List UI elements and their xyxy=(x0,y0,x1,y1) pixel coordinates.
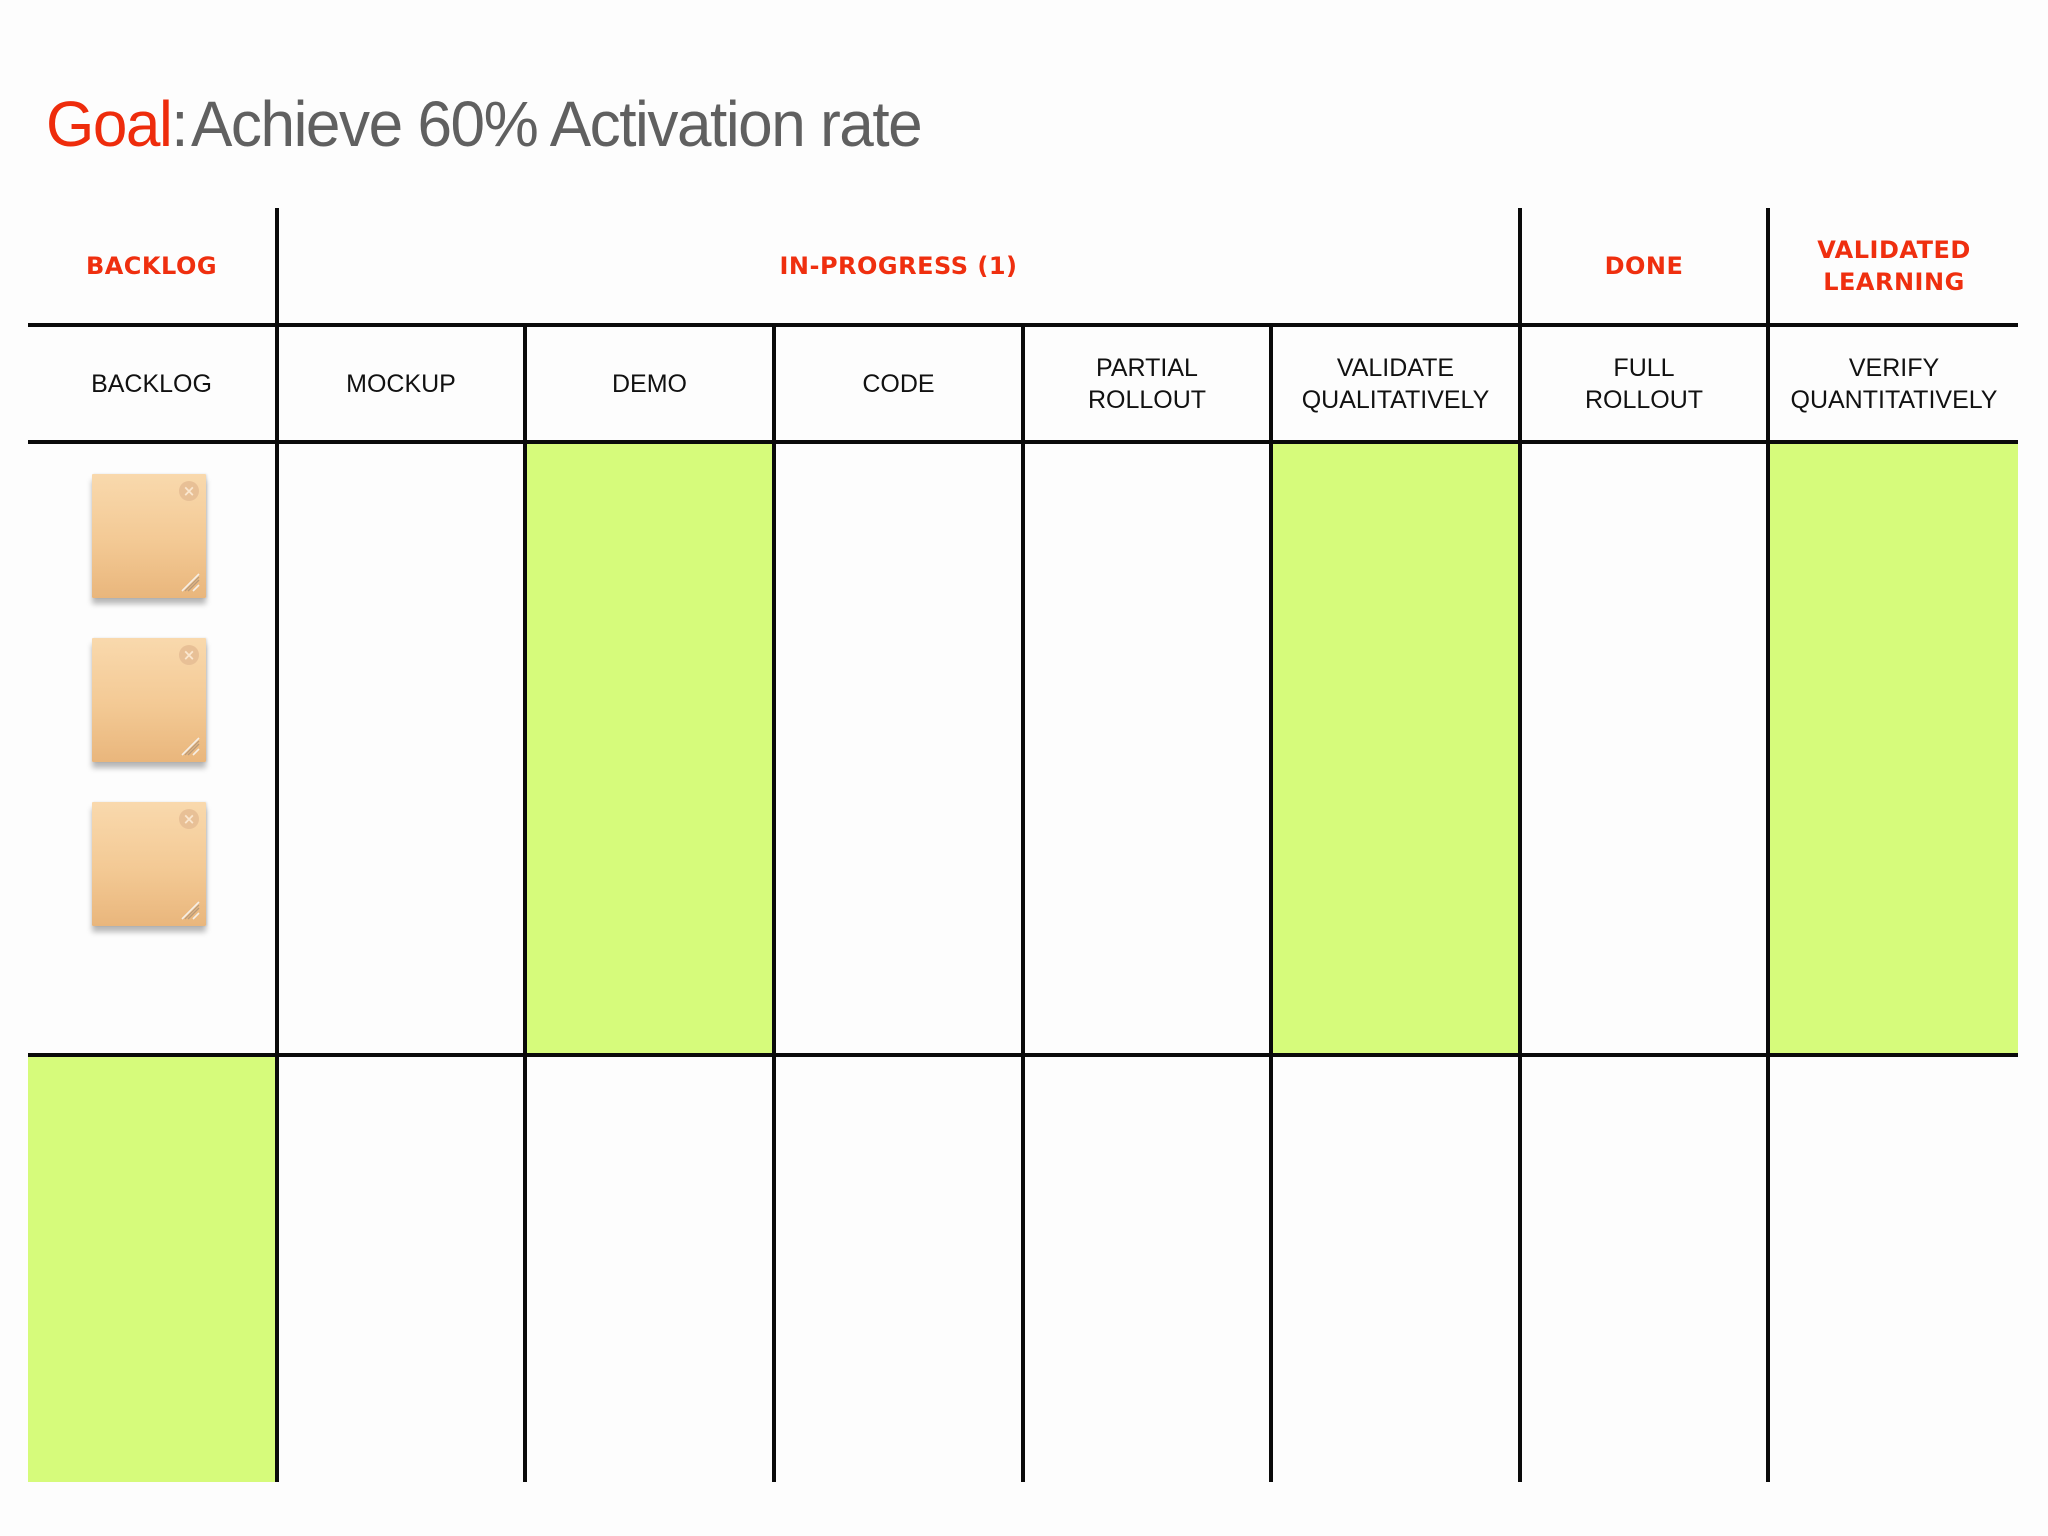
column-label: VERIFY QUANTITATIVELY xyxy=(1790,353,1998,414)
column-divider-2 xyxy=(523,323,527,1482)
column-label: BACKLOG xyxy=(91,369,212,398)
sticky-note-1[interactable]: × xyxy=(92,474,206,598)
group-label: VALIDATED LEARNING xyxy=(1817,235,1971,296)
column-header-partial-rollout: PARTIAL ROLLOUT xyxy=(1025,327,1269,440)
column-header-verify-quantitatively: VERIFY QUANTITATIVELY xyxy=(1770,327,2018,440)
resize-grip-icon[interactable] xyxy=(178,734,200,756)
column-divider-1 xyxy=(275,208,279,1482)
page-title: Goal:Achieve 60% Activation rate xyxy=(46,88,923,160)
goal-label: Goal xyxy=(46,88,173,160)
column-header-demo: DEMO xyxy=(527,327,772,440)
validate-qualitatively-column-highlight xyxy=(1273,443,1521,1054)
group-header-validated-learning: VALIDATED LEARNING xyxy=(1770,208,2018,323)
sticky-note-3[interactable]: × xyxy=(92,802,206,926)
close-icon[interactable]: × xyxy=(179,481,199,501)
group-header-done: DONE xyxy=(1522,208,1766,323)
group-header-backlog: BACKLOG xyxy=(28,208,275,323)
close-icon[interactable]: × xyxy=(179,809,199,829)
goal-text: Achieve 60% Activation rate xyxy=(190,88,923,160)
group-label: BACKLOG xyxy=(85,251,218,280)
resize-grip-icon[interactable] xyxy=(178,898,200,920)
column-header-backlog: BACKLOG xyxy=(28,327,275,440)
column-header-full-rollout: FULL ROLLOUT xyxy=(1522,327,1766,440)
backlog-lower-row-highlight xyxy=(28,1056,276,1482)
column-divider-6 xyxy=(1518,208,1522,1482)
column-label: DEMO xyxy=(612,369,687,398)
column-divider-5 xyxy=(1269,323,1273,1482)
close-icon[interactable]: × xyxy=(179,645,199,665)
group-label: DONE xyxy=(1604,251,1684,280)
demo-column-highlight xyxy=(527,443,775,1054)
group-label: IN-PROGRESS (1) xyxy=(779,251,1018,280)
group-header-in-progress: IN-PROGRESS (1) xyxy=(279,208,1518,323)
sticky-note-2[interactable]: × xyxy=(92,638,206,762)
column-divider-7 xyxy=(1766,208,1770,1482)
column-label: MOCKUP xyxy=(346,369,456,398)
resize-grip-icon[interactable] xyxy=(178,570,200,592)
column-header-mockup: MOCKUP xyxy=(279,327,523,440)
column-divider-3 xyxy=(772,323,776,1482)
column-label: CODE xyxy=(862,369,935,398)
column-label: PARTIAL ROLLOUT xyxy=(1087,353,1207,414)
title-separator: : xyxy=(171,88,188,160)
column-label: VALIDATE QUALITATIVELY xyxy=(1301,353,1490,414)
column-label: FULL ROLLOUT xyxy=(1584,353,1704,414)
column-header-validate-qualitatively: VALIDATE QUALITATIVELY xyxy=(1273,327,1518,440)
verify-quantitatively-column-highlight xyxy=(1770,443,2018,1054)
column-header-code: CODE xyxy=(776,327,1021,440)
column-divider-4 xyxy=(1021,323,1025,1482)
